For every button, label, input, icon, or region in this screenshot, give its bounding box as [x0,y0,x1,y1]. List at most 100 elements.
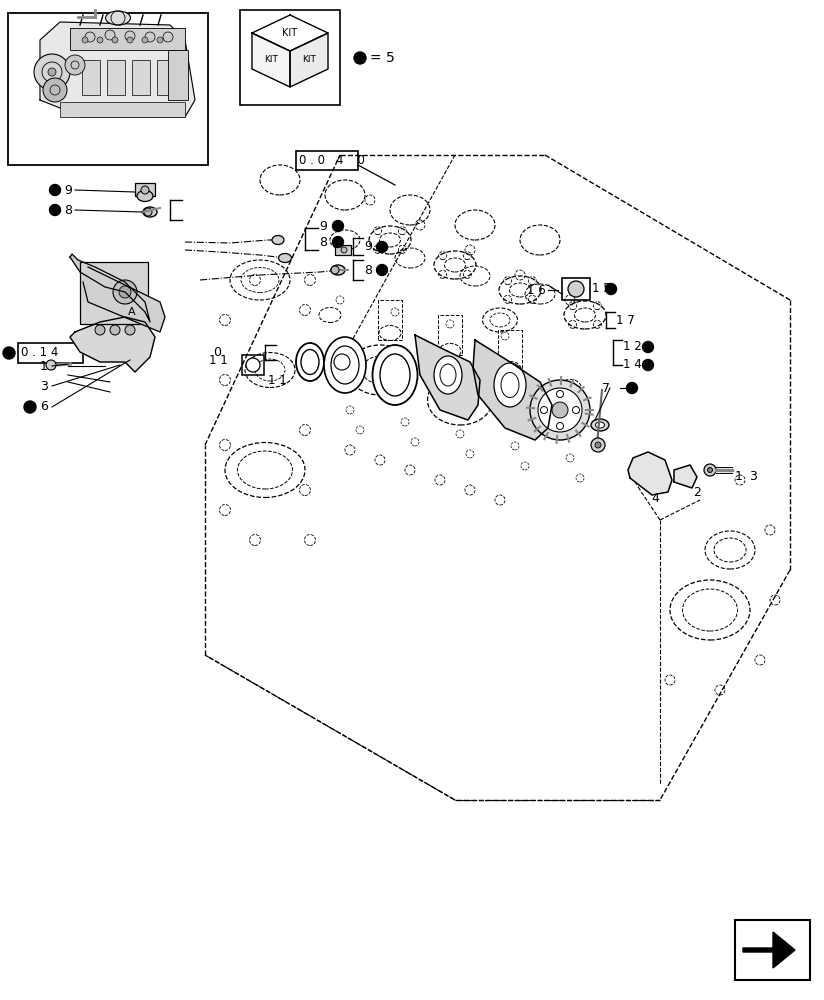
Polygon shape [290,33,328,87]
Circle shape [541,406,547,414]
Text: 1 2: 1 2 [623,340,642,354]
Circle shape [113,280,137,304]
Text: KIT: KIT [264,55,278,64]
Circle shape [708,468,713,473]
Text: 1 5: 1 5 [592,282,611,296]
Circle shape [568,281,584,297]
Circle shape [334,354,350,370]
Text: 1: 1 [735,470,743,483]
Circle shape [653,476,662,485]
Ellipse shape [296,343,324,381]
Circle shape [141,186,149,194]
Circle shape [377,241,387,252]
Circle shape [157,37,163,43]
Text: 4: 4 [335,153,343,166]
Polygon shape [415,335,480,420]
Ellipse shape [501,372,519,397]
Circle shape [144,208,152,216]
Text: 1 1: 1 1 [209,354,228,366]
Text: 4: 4 [651,491,659,504]
Circle shape [626,382,638,393]
Text: 6: 6 [40,400,48,414]
Polygon shape [743,932,795,968]
Ellipse shape [83,104,97,112]
Bar [168,50,188,100]
Circle shape [331,266,339,274]
Circle shape [49,205,60,216]
Polygon shape [70,317,155,372]
Circle shape [704,464,716,476]
Circle shape [142,37,148,43]
Circle shape [105,30,115,40]
Ellipse shape [591,419,609,431]
Circle shape [110,325,120,335]
Circle shape [643,342,653,353]
Circle shape [354,52,366,64]
Circle shape [127,37,133,43]
Text: KIT: KIT [302,55,316,64]
Polygon shape [674,465,697,488]
Bar [438,315,462,355]
Circle shape [163,32,173,42]
Ellipse shape [279,253,292,262]
Ellipse shape [380,354,410,396]
Text: 0: 0 [213,346,221,359]
Ellipse shape [596,422,605,428]
Circle shape [119,286,131,298]
Ellipse shape [301,350,319,374]
Circle shape [333,236,344,247]
Bar [18,343,83,363]
Circle shape [643,360,653,370]
Text: 8: 8 [319,235,327,248]
Bar [60,102,185,117]
Text: 1 4: 1 4 [623,359,642,371]
Text: 0 . 1 4: 0 . 1 4 [21,347,59,360]
Bar [240,10,340,105]
Bar [498,330,522,370]
Bar [242,355,264,375]
Ellipse shape [331,265,345,275]
Circle shape [341,247,347,253]
Circle shape [82,37,88,43]
Circle shape [639,470,651,482]
Circle shape [3,347,15,359]
Text: KIT: KIT [283,28,297,38]
Circle shape [246,358,260,372]
Text: 0: 0 [350,153,365,166]
Text: = 5: = 5 [370,51,395,65]
Circle shape [43,78,67,102]
Circle shape [97,37,103,43]
Circle shape [538,388,582,432]
Ellipse shape [331,346,359,384]
Text: 1 1: 1 1 [268,373,287,386]
Circle shape [530,380,590,440]
Circle shape [34,54,70,90]
Circle shape [556,422,564,430]
Circle shape [48,68,56,76]
Polygon shape [252,15,328,51]
Circle shape [556,390,564,397]
Text: 8: 8 [64,204,72,217]
Text: A: A [129,307,136,317]
Ellipse shape [324,337,366,393]
Polygon shape [252,33,290,87]
Bar [8,13,208,165]
Ellipse shape [434,356,462,394]
Text: 2: 2 [693,486,701,498]
Ellipse shape [108,104,122,112]
Text: 7: 7 [602,381,610,394]
Text: 8: 8 [364,263,372,276]
Text: 1: 1 [40,360,48,372]
Circle shape [552,402,568,418]
Bar [335,245,351,255]
Text: 9: 9 [64,184,72,196]
Ellipse shape [158,104,172,112]
Bar [107,60,125,95]
Ellipse shape [494,363,526,407]
Polygon shape [628,452,672,495]
Circle shape [333,221,344,232]
Circle shape [24,401,36,413]
Circle shape [65,55,85,75]
Circle shape [595,442,601,448]
Bar [157,60,175,95]
